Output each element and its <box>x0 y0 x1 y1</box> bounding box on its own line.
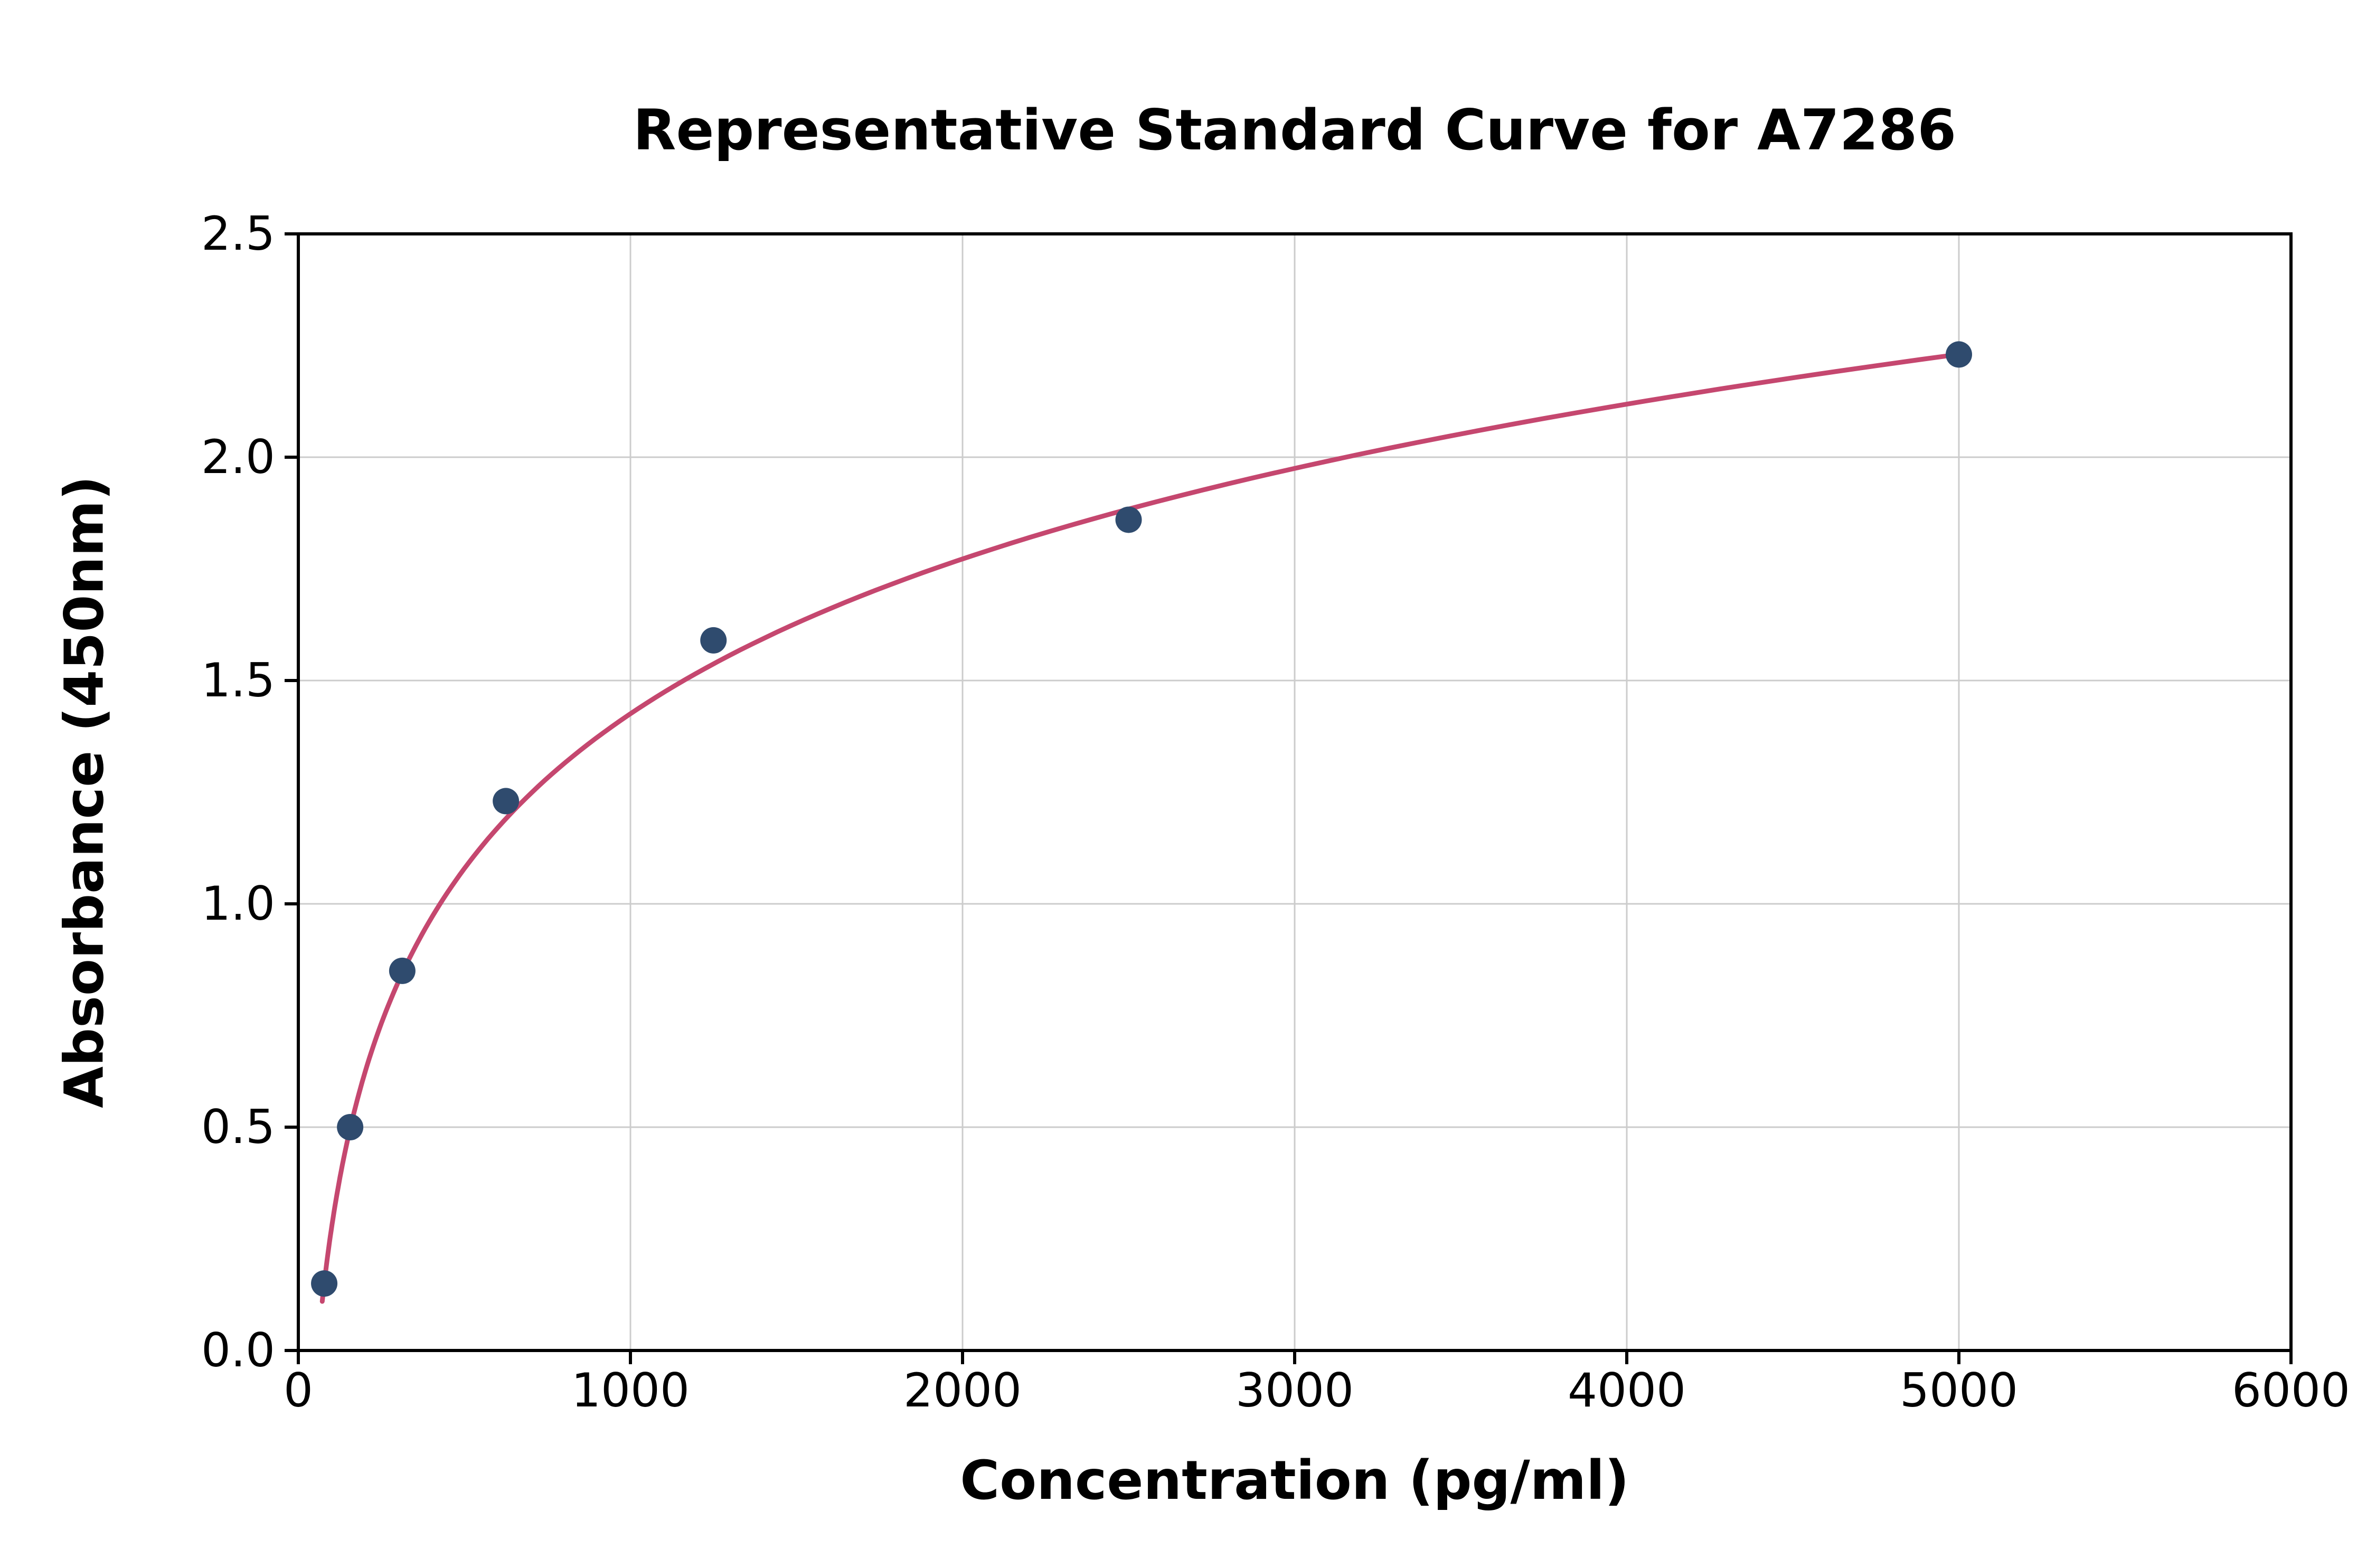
data-points <box>311 341 1972 1297</box>
data-point <box>389 957 416 984</box>
tick-marks <box>285 232 2293 1364</box>
tick-labels: 0 1000 2000 3000 4000 5000 6000 0.0 0.5 1.0 1.5 2.0… <box>201 206 2350 1418</box>
y-tick-label: 1.5 <box>201 653 275 707</box>
x-axis-label: Concentration (pg/ml) <box>960 1449 1629 1512</box>
fit-curve <box>319 351 1966 1304</box>
y-tick-label: 2.0 <box>201 430 275 484</box>
gridlines <box>297 233 2292 1352</box>
x-tick-label: 3000 <box>1236 1363 1354 1418</box>
data-point <box>700 627 727 654</box>
x-tick-label: 0 <box>284 1363 313 1418</box>
chart-title: Representative Standard Curve for A7286 <box>633 98 1957 163</box>
data-point <box>337 1114 364 1140</box>
data-point <box>311 1270 338 1297</box>
y-tick-label: 0.5 <box>201 1100 275 1154</box>
data-point <box>1115 506 1142 533</box>
x-tick-label: 1000 <box>571 1363 690 1418</box>
y-tick-label: 0.0 <box>201 1323 275 1377</box>
x-tick-label: 5000 <box>1900 1363 2018 1418</box>
data-point <box>493 788 520 815</box>
x-tick-label: 2000 <box>903 1363 1022 1418</box>
x-tick-label: 6000 <box>2232 1363 2350 1418</box>
y-tick-label: 1.0 <box>201 876 275 931</box>
data-point <box>1946 341 1972 368</box>
x-tick-label: 4000 <box>1568 1363 1686 1418</box>
y-axis-label: Absorbance (450nm) <box>53 476 116 1108</box>
y-tick-label: 2.5 <box>201 206 275 261</box>
